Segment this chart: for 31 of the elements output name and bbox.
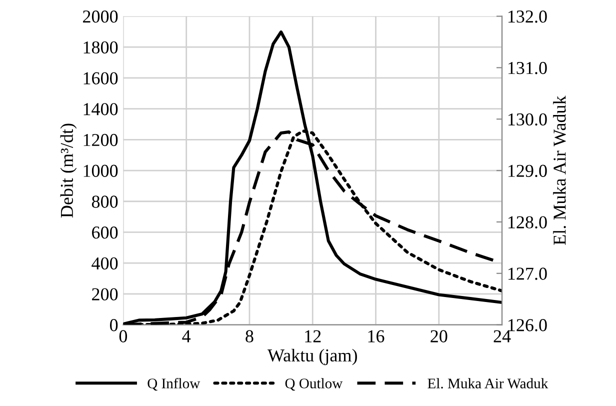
y2-tick-label: 127.0 [508,268,547,280]
y-tick-label: 600 [92,226,118,239]
y2-tick-label: 128.0 [508,216,547,228]
legend-label: El. Muka Air Waduk [428,378,548,388]
x-axis-title: Waktu (jam) [267,348,357,366]
x-tick-label: 0 [119,330,128,342]
y-tick-label: 200 [92,288,118,300]
y-tick-label: 1600 [84,72,118,84]
y-tick-label: 400 [92,257,118,270]
y-axis-title: Debit (m³/dt) [60,124,77,218]
y-tick-label: 2000 [83,10,118,23]
legend-label: Q Outlow [285,378,343,391]
y-tick-label: 1800 [84,41,118,54]
x-tick-label: 20 [430,330,448,342]
y-tick-label: 1400 [84,103,118,116]
x-tick-label: 16 [368,330,384,342]
y-tick-label: 1200 [84,134,118,146]
x-tick-label: 4 [182,330,191,342]
y-tick-label: 0 [110,319,118,332]
y2-tick-label: 130.0 [508,113,547,126]
x-tick-label: 12 [305,330,321,342]
y2-tick-label: 132.0 [508,10,547,23]
y-tick-label: 1000 [84,164,118,177]
y-tick-label: 800 [92,196,118,208]
y2-tick-label: 129.0 [508,164,547,178]
legend-label: Q Inflow [148,378,200,391]
x-tick-label: 8 [246,330,254,342]
y2-axis-title: El. Muka Air Waduk [553,96,566,245]
x-tick-label: 24 [494,330,511,342]
y2-tick-label: 126.0 [508,319,547,332]
y2-tick-label: 131.0 [508,62,547,74]
